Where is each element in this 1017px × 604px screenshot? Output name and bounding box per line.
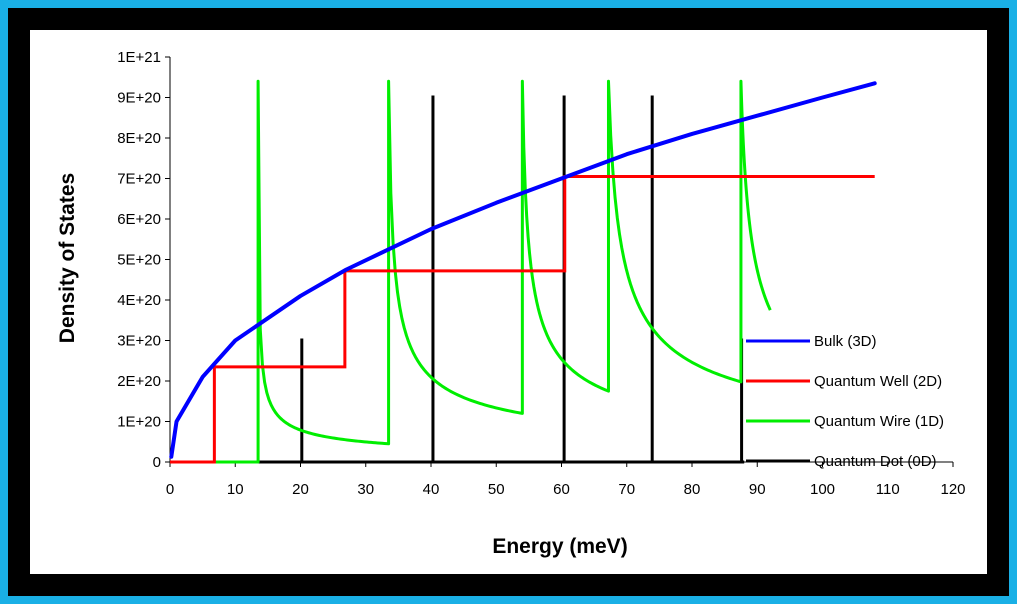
x-axis-title: Energy (meV) [492, 535, 627, 558]
y-tick-label: 7E+20 [117, 171, 161, 188]
y-axis-title: Density of States [56, 173, 79, 343]
bulk-series-line [169, 81, 877, 459]
x-tick-label: 30 [357, 481, 374, 498]
chart-frame [8, 8, 1009, 596]
y-tick-label: 4E+20 [117, 292, 161, 309]
x-tick-label: 10 [227, 481, 244, 498]
well-series-line [170, 174, 875, 464]
x-tick-label: 20 [292, 481, 309, 498]
y-tick-label: 2E+20 [117, 373, 161, 390]
x-tick-label: 0 [166, 481, 174, 498]
x-tick-label: 120 [940, 481, 965, 498]
x-tick-label: 60 [553, 481, 570, 498]
y-tick-label: 1E+20 [117, 414, 161, 431]
y-tick-label: 0 [153, 454, 161, 471]
x-tick-label: 40 [423, 481, 440, 498]
y-tick-label: 8E+20 [117, 130, 161, 147]
chart-panel [30, 30, 987, 574]
legend-label: Quantum Wire (1D) [814, 413, 944, 430]
x-tick-label: 110 [876, 481, 900, 498]
legend-label: Bulk (3D) [814, 333, 877, 350]
x-tick-label: 70 [618, 481, 635, 498]
legend-label: Quantum Dot (0D) [814, 453, 937, 470]
legend-label: Quantum Well (2D) [814, 373, 942, 390]
y-tick-label: 3E+20 [117, 333, 161, 350]
x-tick-label: 90 [749, 481, 766, 498]
y-tick-label: 6E+20 [117, 211, 161, 228]
x-tick-label: 100 [810, 481, 835, 498]
x-tick-label: 80 [684, 481, 701, 498]
y-tick-label: 9E+20 [117, 90, 161, 107]
y-tick-label: 1E+21 [117, 49, 161, 66]
y-tick-label: 5E+20 [117, 252, 161, 269]
x-tick-label: 50 [488, 481, 505, 498]
